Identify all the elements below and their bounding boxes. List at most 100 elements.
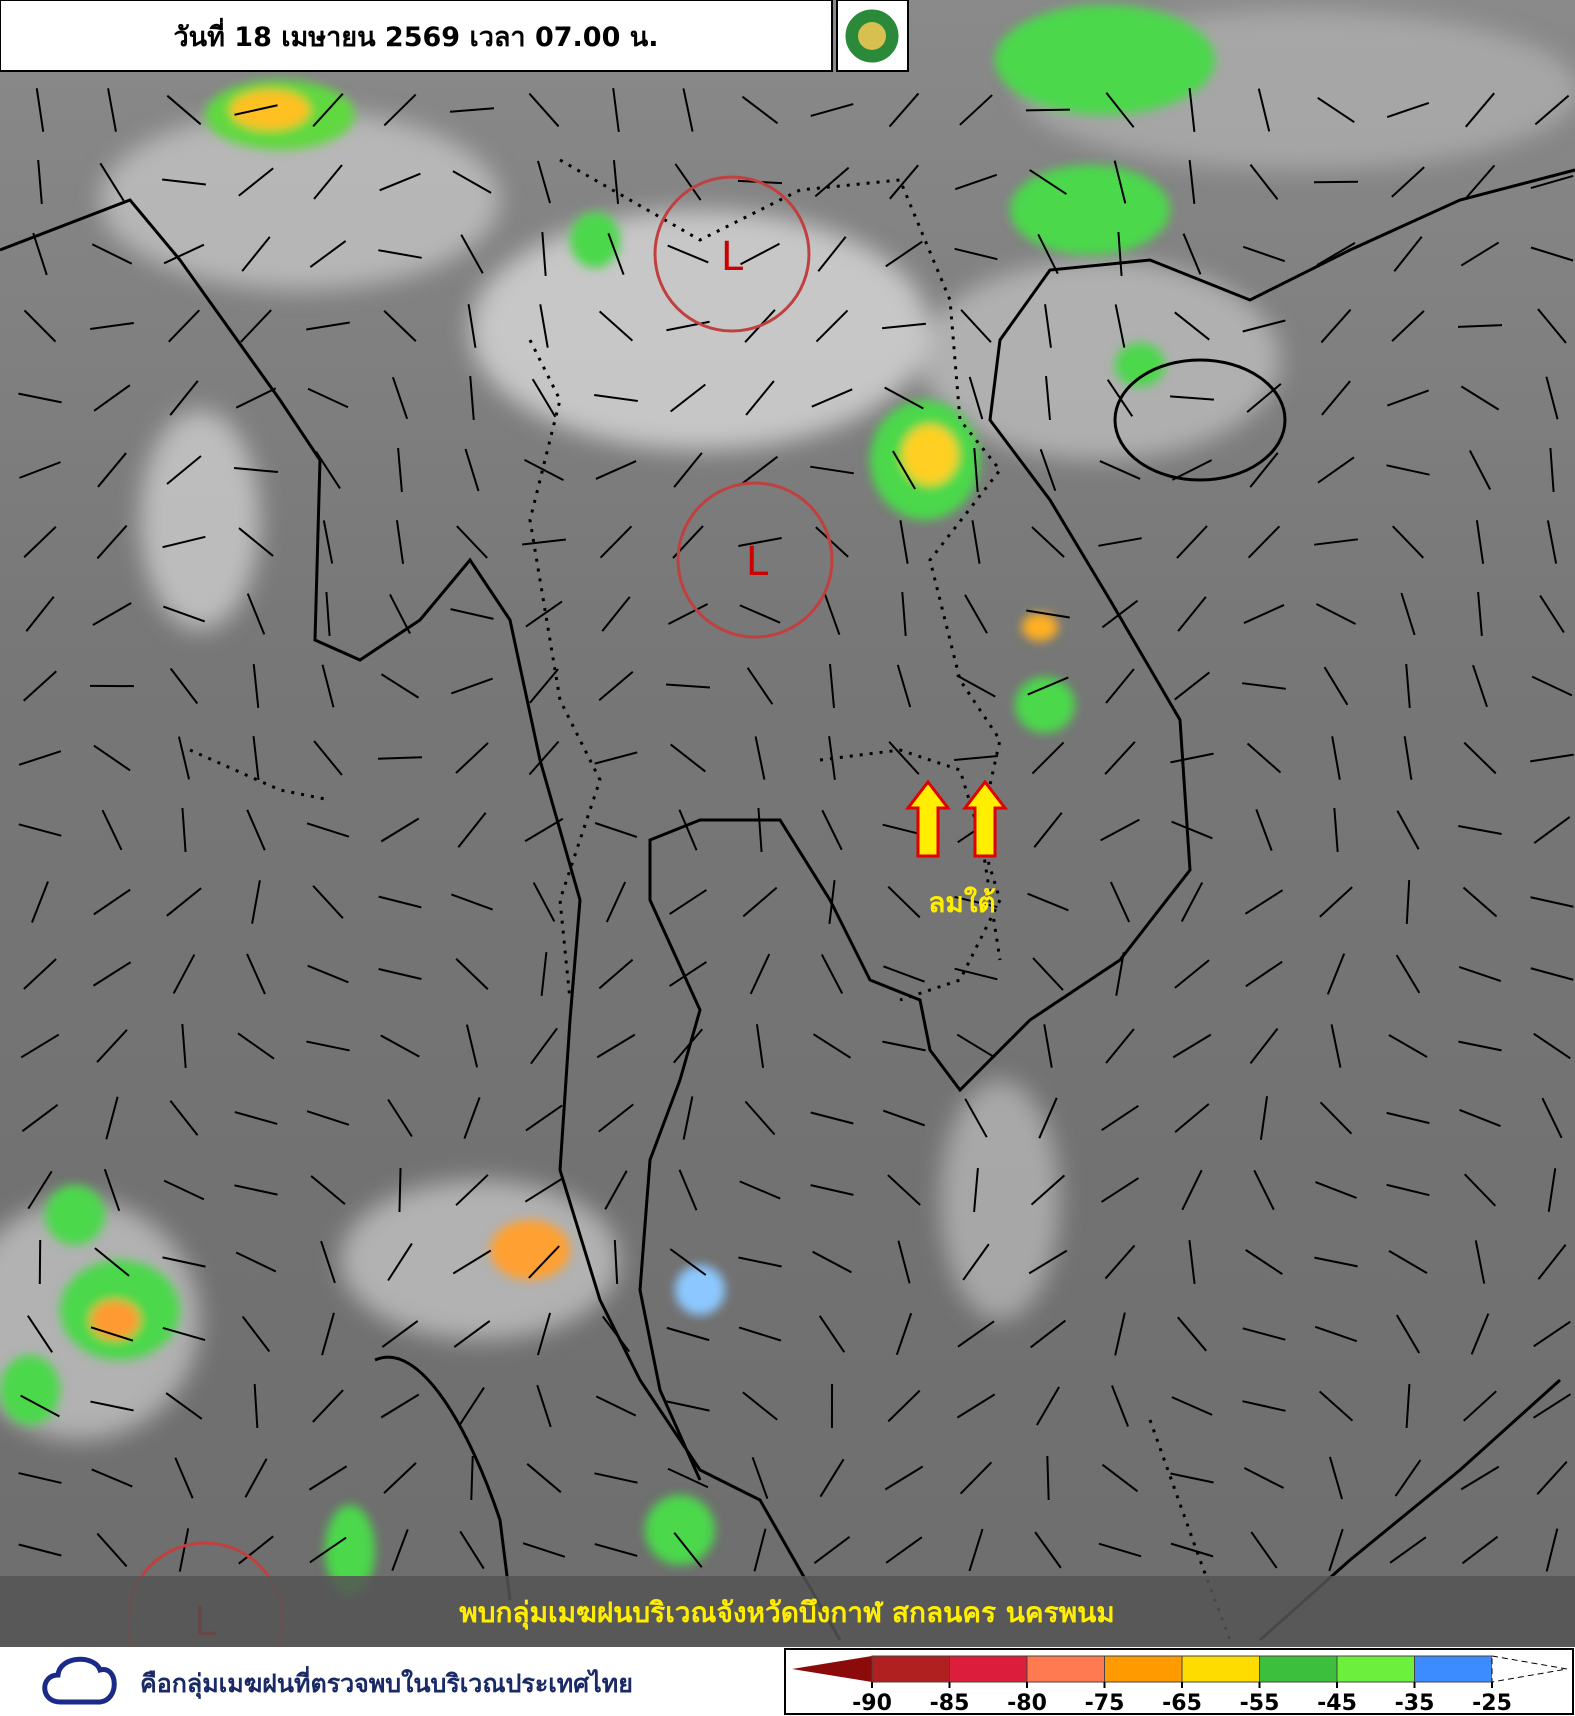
wind-barb (307, 387, 349, 409)
wind-barb (1242, 319, 1286, 333)
wind-barb (682, 1096, 694, 1140)
wind-barb (457, 812, 487, 848)
wind-barb (464, 448, 480, 492)
wind-barb (532, 882, 556, 922)
wind-barb (605, 881, 627, 923)
wind-barb (1537, 1244, 1567, 1280)
scale-segment (1414, 1655, 1493, 1683)
wind-barb (811, 388, 853, 408)
wind-barb (741, 95, 779, 125)
wind-barb (1536, 1461, 1568, 1495)
wind-barb (883, 965, 925, 983)
low-pressure-label: L (746, 539, 769, 585)
wind-barb (1044, 304, 1052, 348)
wind-barb (540, 952, 548, 996)
wind-barb (537, 160, 551, 204)
wind-barb (901, 591, 907, 637)
wind-barb (1320, 308, 1352, 344)
wind-barb (1188, 1240, 1196, 1284)
wind-barb (238, 167, 274, 197)
wind-barb (525, 1104, 563, 1132)
wind-barb (381, 1320, 419, 1348)
wind-barb (23, 670, 57, 702)
wind-barb (1405, 879, 1411, 925)
wind-barb (524, 817, 564, 843)
wind-barb (380, 817, 420, 843)
wind-barb (1328, 1528, 1344, 1572)
wind-barb (682, 88, 694, 132)
wind-barb (828, 880, 836, 924)
scale-segment (1026, 1655, 1105, 1683)
wind-barb (103, 1168, 121, 1212)
wind-barb (246, 953, 266, 995)
wind-barb (306, 1040, 350, 1052)
wind-barb (313, 740, 343, 776)
wind-barb (1244, 889, 1284, 915)
wind-barb (1477, 591, 1483, 637)
caption: พบกลุ่มเมฆฝนบริเวณจังหวัดบึงกาฬ สกลนคร น… (459, 1596, 1115, 1630)
logo (836, 0, 909, 72)
wind-barb (956, 1393, 996, 1419)
wind-barb (810, 103, 854, 117)
wind-barb (601, 596, 631, 632)
wind-barb (594, 1472, 638, 1484)
scale-tick-label: -85 (930, 1691, 970, 1716)
wind-barb (1460, 241, 1500, 267)
wind-barb (18, 750, 62, 766)
wind-barb (1243, 1467, 1285, 1489)
wind-barb (954, 967, 998, 981)
wind-barb (812, 1250, 852, 1274)
wind-barb (1534, 94, 1570, 126)
wind-barb (167, 309, 201, 343)
wind-barb (1037, 233, 1059, 275)
wind-barb (738, 1326, 782, 1342)
wind-barb (539, 304, 549, 348)
wind-barb (531, 378, 557, 418)
wind-barb (598, 671, 634, 701)
wind-barb (1530, 174, 1574, 190)
wind-barb (1028, 1249, 1068, 1275)
wind-barb (169, 380, 199, 416)
wind-barb (93, 744, 131, 772)
wind-barb (309, 1536, 347, 1564)
wind-barb (896, 664, 912, 708)
wind-barb (740, 242, 780, 266)
wind-barb (306, 1110, 350, 1126)
wind-barb (32, 232, 48, 276)
wind-arrows (904, 779, 1009, 858)
wind-barb (899, 520, 909, 564)
wind-barb (1249, 1028, 1279, 1064)
wind-barb (1403, 736, 1413, 780)
scale-above (1491, 1655, 1568, 1683)
wind-barb (594, 394, 638, 402)
wind-barb (1172, 1033, 1212, 1059)
wind-barb (1171, 459, 1213, 481)
wind-barb (234, 104, 278, 116)
wind-barb (1316, 241, 1356, 267)
wind-barb (1333, 807, 1339, 853)
wind-barb (678, 1169, 698, 1211)
wind-barb (884, 386, 924, 410)
wind-barb (380, 673, 420, 699)
scale-segment (1104, 1655, 1183, 1683)
wind-barb (954, 247, 998, 261)
wind-barb (607, 233, 625, 275)
wind-barb (1328, 1456, 1344, 1500)
wind-barb (237, 1032, 275, 1060)
wind-barb (1036, 1386, 1060, 1426)
wind-barb (594, 822, 638, 838)
wind-barb (105, 1096, 119, 1140)
wind-barb (666, 1326, 710, 1342)
wind-barb (91, 1468, 133, 1488)
wind-barb (895, 1312, 913, 1356)
wind-barb (1114, 1312, 1126, 1356)
wind-barb (541, 231, 547, 277)
wind-barb (90, 1326, 134, 1342)
wind-barb (455, 742, 489, 774)
wind-barb (1323, 666, 1349, 706)
wind-barb (744, 1100, 776, 1136)
wind-barb (235, 1251, 277, 1273)
wind-barb (107, 88, 117, 132)
wind-barb (315, 451, 341, 489)
